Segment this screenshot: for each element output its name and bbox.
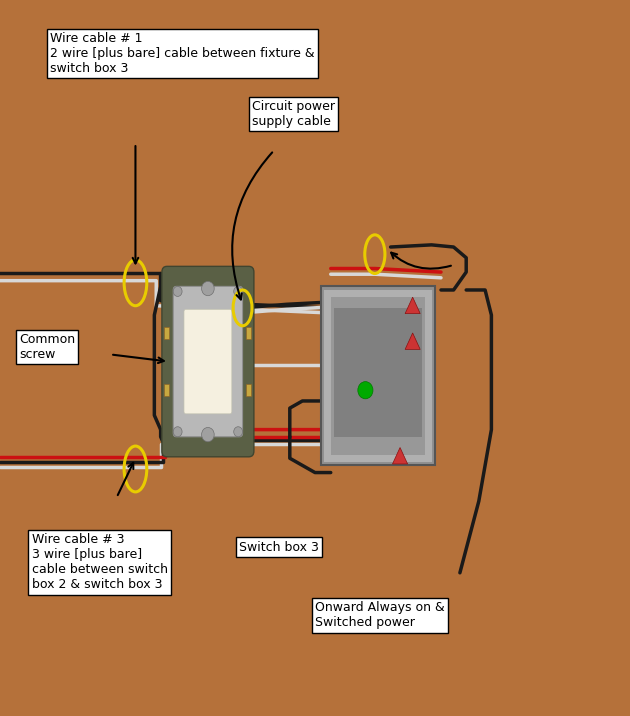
Bar [246,384,251,396]
Text: Common
screw: Common screw [19,333,75,361]
Bar [164,384,169,396]
Polygon shape [392,448,408,464]
Bar [246,327,251,339]
Bar [321,286,435,465]
Circle shape [173,427,182,437]
FancyBboxPatch shape [173,286,243,437]
Circle shape [358,382,373,399]
Text: Switch box 3: Switch box 3 [239,541,319,553]
Text: Wire cable # 3
3 wire [plus bare]
cable between switch
box 2 & switch box 3: Wire cable # 3 3 wire [plus bare] cable … [32,533,168,591]
Bar [324,290,432,462]
Circle shape [234,286,243,296]
Polygon shape [405,297,420,314]
Text: Wire cable # 1
2 wire [plus bare] cable between fixture &
switch box 3: Wire cable # 1 2 wire [plus bare] cable … [50,32,315,75]
Polygon shape [405,333,420,349]
FancyBboxPatch shape [162,266,254,457]
Circle shape [234,427,243,437]
Bar [331,297,425,455]
Bar [164,327,169,339]
Circle shape [202,427,214,442]
Text: Onward Always on &
Switched power: Onward Always on & Switched power [315,601,445,629]
Text: Circuit power
supply cable: Circuit power supply cable [252,100,335,128]
FancyBboxPatch shape [184,309,232,414]
Bar [334,308,422,437]
Circle shape [202,281,214,296]
Circle shape [173,286,182,296]
